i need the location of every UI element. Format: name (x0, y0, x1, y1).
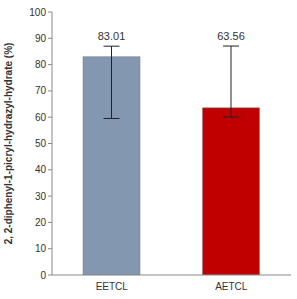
svg-text:30: 30 (35, 191, 47, 202)
svg-text:10: 10 (35, 243, 47, 254)
svg-text:0: 0 (40, 270, 46, 281)
svg-text:90: 90 (35, 33, 47, 44)
svg-text:80: 80 (35, 59, 47, 70)
svg-text:50: 50 (35, 138, 47, 149)
svg-text:40: 40 (35, 164, 47, 175)
svg-text:70: 70 (35, 85, 47, 96)
svg-text:2, 2-diphenyl-1-picryl-hydrazy: 2, 2-diphenyl-1-picryl-hydrazyl-hydrate … (8, 43, 14, 245)
svg-text:EETCL: EETCL (96, 281, 129, 292)
svg-text:20: 20 (35, 217, 47, 228)
svg-text:AETCL: AETCL (215, 281, 248, 292)
svg-text:83.01: 83.01 (98, 30, 126, 42)
svg-text:63.56: 63.56 (217, 30, 245, 42)
svg-text:100: 100 (29, 7, 46, 18)
svg-text:60: 60 (35, 112, 47, 123)
